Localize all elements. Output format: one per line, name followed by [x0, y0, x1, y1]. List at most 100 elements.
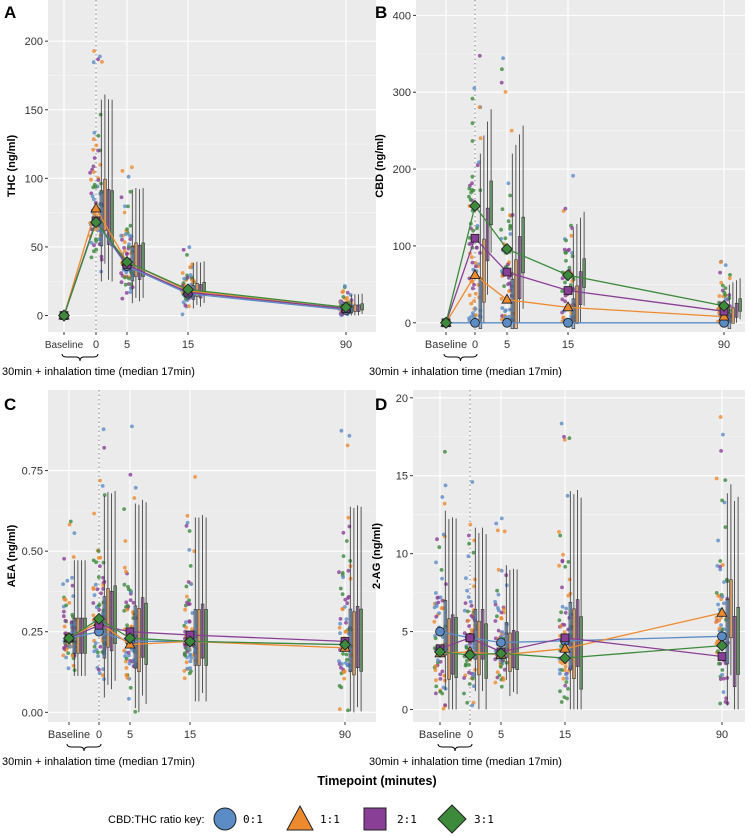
brace — [437, 743, 473, 752]
series-marker — [715, 639, 729, 652]
data-point — [187, 619, 192, 623]
box — [572, 608, 576, 679]
data-point — [433, 636, 438, 641]
data-point — [129, 234, 134, 239]
box — [571, 298, 576, 329]
data-point — [471, 684, 476, 688]
data-point — [67, 522, 72, 527]
data-point — [93, 641, 98, 646]
series-marker — [463, 648, 477, 662]
data-point — [718, 415, 723, 419]
series-3-1 — [439, 199, 731, 329]
series-marker — [716, 606, 728, 617]
box — [447, 618, 451, 680]
y-tick-label: 400 — [393, 10, 411, 22]
data-point — [341, 295, 346, 299]
series-marker — [502, 267, 512, 277]
data-point — [183, 603, 188, 608]
data-point — [564, 672, 568, 677]
data-point — [125, 603, 130, 608]
box — [137, 608, 141, 673]
data-point — [344, 539, 349, 543]
data-point — [96, 57, 100, 62]
data-point — [125, 675, 130, 680]
data-point — [187, 529, 192, 533]
data-point — [470, 139, 475, 143]
data-point — [564, 680, 569, 684]
data-point — [97, 667, 101, 672]
data-point — [102, 493, 107, 497]
data-point — [184, 524, 189, 528]
y-tick-label: 300 — [393, 87, 411, 99]
data-point — [339, 428, 344, 433]
data-point — [341, 289, 346, 293]
data-point — [472, 86, 477, 91]
data-point — [722, 580, 726, 584]
data-point — [188, 659, 193, 664]
series-3-1 — [57, 216, 353, 322]
data-point — [337, 707, 342, 711]
data-point — [716, 649, 720, 654]
box — [360, 303, 364, 311]
data-point — [558, 689, 562, 694]
series-marker — [563, 317, 573, 328]
data-point — [562, 630, 567, 634]
data-point — [190, 611, 195, 615]
series-3-1 — [62, 612, 352, 651]
box — [568, 601, 573, 671]
data-point — [723, 286, 728, 290]
data-point — [184, 625, 189, 630]
legend-key-square — [363, 807, 387, 831]
data-point — [64, 643, 68, 648]
data-point — [558, 671, 562, 676]
legend-item-1-1: 1:1 — [286, 804, 340, 831]
y-tick-label: 100 — [393, 241, 411, 253]
data-point — [341, 670, 346, 675]
y-tick-label: 50 — [31, 242, 43, 254]
data-point — [130, 285, 135, 289]
box — [521, 216, 525, 274]
data-point — [469, 255, 474, 260]
data-point — [509, 128, 514, 133]
data-point — [718, 270, 722, 275]
data-point — [95, 650, 100, 655]
data-point — [182, 669, 187, 673]
panel-letter: D — [375, 395, 387, 414]
data-point — [440, 669, 445, 674]
data-point — [344, 617, 349, 621]
box — [517, 236, 522, 300]
box — [193, 609, 198, 666]
data-point — [128, 290, 133, 294]
y-axis-label: 2-AG (ng/ml) — [371, 523, 383, 589]
data-point — [468, 599, 473, 604]
series-marker — [718, 310, 730, 321]
data-point — [94, 143, 99, 148]
data-point — [496, 592, 501, 597]
data-point — [91, 147, 96, 152]
data-point — [340, 606, 345, 611]
plot-background — [48, 390, 376, 722]
series-marker — [717, 631, 727, 642]
data-point — [89, 191, 94, 196]
data-point — [61, 582, 65, 586]
data-point — [181, 300, 186, 305]
data-point — [61, 653, 66, 658]
data-point — [338, 586, 343, 591]
data-point — [341, 575, 345, 580]
data-point — [470, 628, 474, 632]
data-point — [69, 622, 74, 627]
data-point — [184, 620, 188, 625]
data-point — [96, 575, 101, 579]
series-marker — [501, 293, 513, 304]
panel-letter: B — [375, 3, 387, 22]
data-point — [477, 105, 482, 110]
data-point — [91, 60, 96, 65]
legend: CBD:THC ratio key: 0:1 1:1 2:1 3:1 — [108, 804, 494, 834]
data-point — [473, 261, 478, 265]
boxplots — [478, 109, 742, 329]
data-point — [714, 591, 719, 595]
data-point — [720, 594, 725, 599]
y-tick-label: 100 — [25, 173, 43, 185]
data-point — [467, 194, 471, 199]
data-point — [188, 265, 192, 270]
